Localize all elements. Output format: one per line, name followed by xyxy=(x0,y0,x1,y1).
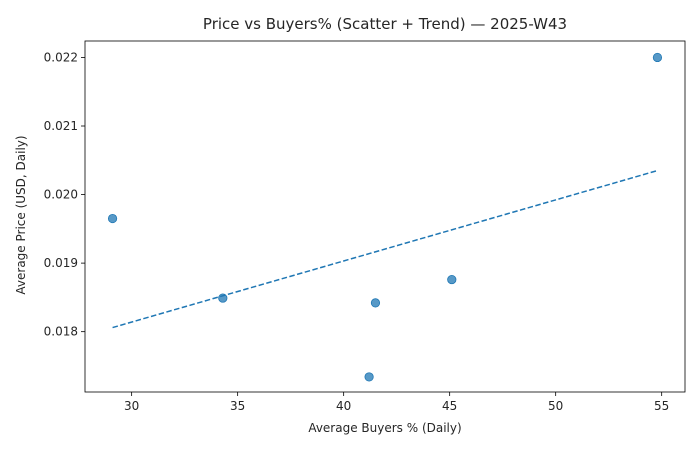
data-point-5 xyxy=(447,274,457,285)
x-tick-label: 50 xyxy=(548,399,563,413)
x-axis-label: Average Buyers % (Daily) xyxy=(308,421,461,435)
x-tick-label: 40 xyxy=(336,399,351,413)
data-point-4 xyxy=(370,298,381,308)
trend-line xyxy=(112,169,658,329)
y-tick-label: 0.020 xyxy=(44,188,78,202)
data-point-6 xyxy=(652,52,663,63)
y-axis-label: Average Price (USD, Daily) xyxy=(14,135,28,294)
x-tick-label: 55 xyxy=(654,399,669,413)
chart-title: Price vs Buyers% (Scatter + Trend) — 202… xyxy=(203,15,567,33)
y-tick-label: 0.021 xyxy=(44,119,78,133)
data-point-1 xyxy=(107,213,118,224)
data-point-3 xyxy=(364,372,374,382)
x-tick-label: 45 xyxy=(442,399,457,413)
x-tick-label: 30 xyxy=(124,399,139,413)
y-tick-label: 0.018 xyxy=(44,325,78,339)
data-point-2 xyxy=(218,293,228,303)
y-tick-label: 0.019 xyxy=(44,256,78,270)
plot-area: 30 35 40 45 50 55 0.018 0.019 0.020 0.021 0.022 xyxy=(44,40,686,413)
y-tick-label: 0.022 xyxy=(44,50,78,64)
axes-frame xyxy=(84,40,686,393)
x-tick-label: 35 xyxy=(230,399,245,413)
